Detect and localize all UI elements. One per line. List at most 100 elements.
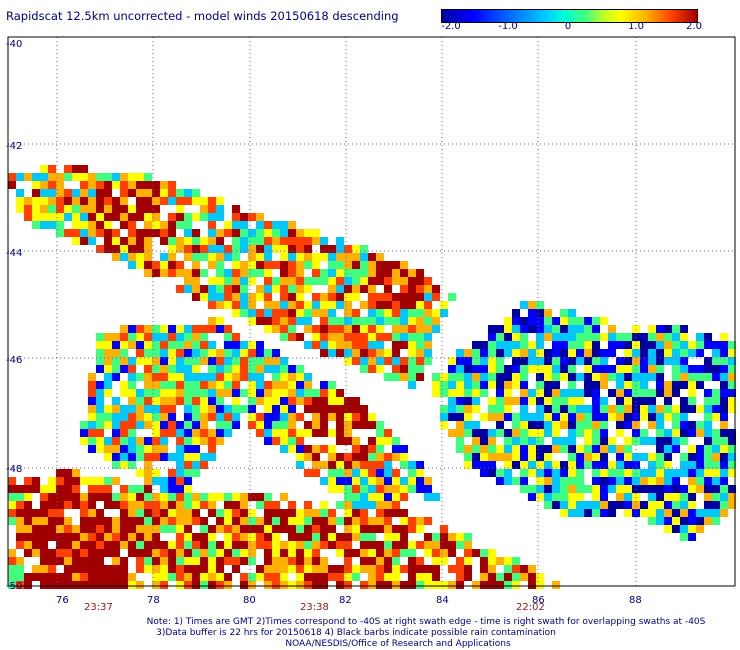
swath-cell xyxy=(128,213,136,221)
swath-cell xyxy=(512,365,520,373)
swath-cell xyxy=(368,365,376,373)
swath-cell xyxy=(528,437,536,445)
swath-cell xyxy=(472,437,480,445)
swath-cell xyxy=(192,573,200,581)
swath-cell xyxy=(688,485,696,493)
swath-cell xyxy=(584,341,592,349)
swath-cell xyxy=(192,229,200,237)
colorbar-tick-label: 1.0 xyxy=(628,21,644,32)
swath-cell xyxy=(696,453,704,461)
lon-label: 82 xyxy=(339,595,352,606)
swath-cell xyxy=(184,453,192,461)
swath-cell xyxy=(408,365,416,373)
swath-cell xyxy=(216,517,224,525)
swath-cell xyxy=(512,557,520,565)
swath-cell xyxy=(664,525,672,533)
swath-cell xyxy=(96,229,104,237)
swath-cell xyxy=(672,477,680,485)
swath-cell xyxy=(200,549,208,557)
swath-cell xyxy=(104,413,112,421)
swath-cell xyxy=(688,389,696,397)
swath-cell xyxy=(456,413,464,421)
swath-cell xyxy=(680,357,688,365)
swath-cell xyxy=(504,413,512,421)
swath-cell xyxy=(216,253,224,261)
swath-cell xyxy=(496,357,504,365)
swath-cell xyxy=(544,421,552,429)
swath-cell xyxy=(552,501,560,509)
swath-cell xyxy=(712,341,720,349)
swath-cell xyxy=(136,509,144,517)
swath-cell xyxy=(224,381,232,389)
swath-cell xyxy=(344,293,352,301)
swath-cell xyxy=(176,333,184,341)
swath-cell xyxy=(192,189,200,197)
swath-cell xyxy=(536,309,544,317)
swath-cell xyxy=(280,405,288,413)
swath-cell xyxy=(128,237,136,245)
swath-cell xyxy=(296,285,304,293)
swath-cell xyxy=(144,229,152,237)
swath-cell xyxy=(40,541,48,549)
swath-cell xyxy=(72,229,80,237)
swath-cell xyxy=(432,493,440,501)
swath-cell xyxy=(480,469,488,477)
swath-cell xyxy=(104,357,112,365)
swath-cell xyxy=(416,517,424,525)
swath-cell xyxy=(144,365,152,373)
swath-cell xyxy=(128,389,136,397)
swath-cell xyxy=(576,429,584,437)
swath-cell xyxy=(128,173,136,181)
swath-cell xyxy=(512,573,520,581)
swath-cell xyxy=(136,533,144,541)
swath-cell xyxy=(536,469,544,477)
swath-cell xyxy=(416,525,424,533)
swath-cell xyxy=(656,341,664,349)
swath-cell xyxy=(568,309,576,317)
swath-cell xyxy=(568,453,576,461)
swath-cell xyxy=(160,493,168,501)
swath-cell xyxy=(152,221,160,229)
swath-cell xyxy=(336,277,344,285)
swath-cell xyxy=(208,197,216,205)
swath-cell xyxy=(40,509,48,517)
swath-cell xyxy=(600,501,608,509)
swath-cell xyxy=(672,445,680,453)
swath-cell xyxy=(128,421,136,429)
swath-cell xyxy=(672,485,680,493)
swath-cell xyxy=(560,437,568,445)
swath-cell xyxy=(480,573,488,581)
swath-cell xyxy=(320,541,328,549)
lat-label: -50 xyxy=(6,581,22,592)
swath-cell xyxy=(624,405,632,413)
swath-cell xyxy=(528,341,536,349)
swath-cell xyxy=(664,333,672,341)
swath-cell xyxy=(536,453,544,461)
swath-cell xyxy=(112,565,120,573)
swath-cell xyxy=(728,373,736,381)
swath-cell xyxy=(296,517,304,525)
swath-cell xyxy=(16,197,24,205)
swath-cell xyxy=(456,581,464,589)
swath-cell xyxy=(656,349,664,357)
swath-cell xyxy=(40,525,48,533)
swath-cell xyxy=(112,405,120,413)
swath-cell xyxy=(504,405,512,413)
swath-cell xyxy=(392,573,400,581)
swath-cell xyxy=(664,501,672,509)
swath-cell xyxy=(216,317,224,325)
swath-cell xyxy=(152,229,160,237)
swath-cell xyxy=(224,525,232,533)
swath-cell xyxy=(184,213,192,221)
swath-cell xyxy=(176,565,184,573)
swath-cell xyxy=(656,501,664,509)
swath-cell xyxy=(448,365,456,373)
swath-cell xyxy=(576,373,584,381)
swath-cell xyxy=(424,301,432,309)
swath-cell xyxy=(712,493,720,501)
swath-cell xyxy=(568,421,576,429)
swath-cell xyxy=(312,525,320,533)
swath-cell xyxy=(304,541,312,549)
swath-cell xyxy=(256,253,264,261)
swath-cell xyxy=(120,525,128,533)
